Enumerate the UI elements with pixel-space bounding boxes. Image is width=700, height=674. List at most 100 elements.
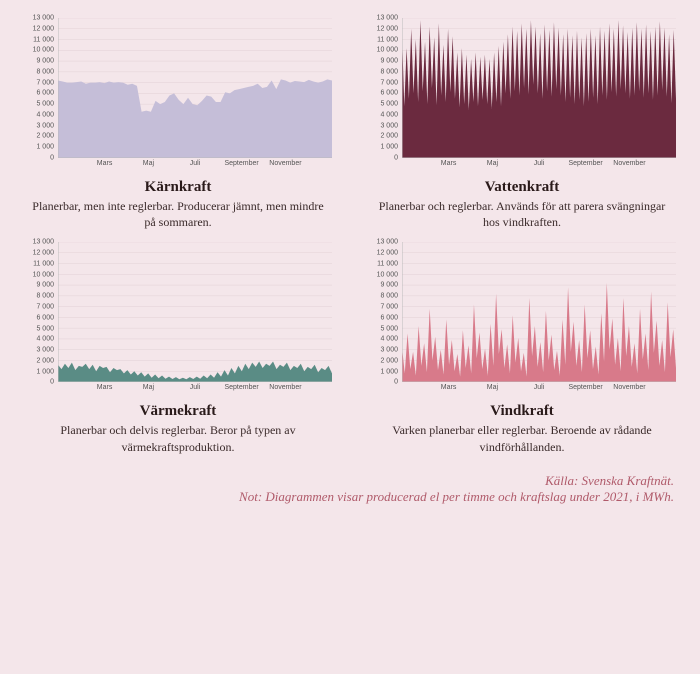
x-axis-labels: MarsMajJuliSeptemberNovember [58, 382, 332, 397]
x-tick-label: Juli [190, 384, 201, 391]
x-tick-label: November [269, 160, 301, 167]
y-tick-label: 10 000 [377, 271, 398, 278]
chart-title: Värmekraft [26, 403, 330, 420]
y-tick-label: 9 000 [36, 282, 54, 289]
y-tick-label: 13 000 [377, 15, 398, 22]
area-series [402, 20, 676, 158]
y-tick-label: 10 000 [33, 47, 54, 54]
y-tick-label: 1 000 [36, 144, 54, 151]
x-axis-labels: MarsMajJuliSeptemberNovember [402, 158, 676, 173]
y-tick-label: 3 000 [380, 347, 398, 354]
y-tick-label: 13 000 [377, 239, 398, 246]
x-tick-label: Mars [97, 384, 113, 391]
x-tick-label: September [224, 160, 258, 167]
y-tick-label: 7 000 [36, 79, 54, 86]
y-tick-label: 5 000 [36, 325, 54, 332]
chart-caption-varmekraft: VärmekraftPlanerbar och delvis reglerbar… [20, 403, 336, 454]
y-tick-label: 0 [50, 379, 54, 386]
y-tick-label: 6 000 [380, 314, 398, 321]
y-tick-label: 2 000 [36, 133, 54, 140]
x-tick-label: Juli [534, 160, 545, 167]
y-tick-label: 3 000 [36, 347, 54, 354]
chart-panel-karnkraft: 01 0002 0003 0004 0005 0006 0007 0008 00… [20, 18, 336, 230]
y-tick-label: 10 000 [33, 271, 54, 278]
y-tick-label: 1 000 [380, 368, 398, 375]
y-tick-label: 10 000 [377, 47, 398, 54]
chart-karnkraft: 01 0002 0003 0004 0005 0006 0007 0008 00… [20, 18, 336, 173]
y-tick-label: 9 000 [36, 58, 54, 65]
y-tick-label: 6 000 [380, 90, 398, 97]
y-axis-labels: 01 0002 0003 0004 0005 0006 0007 0008 00… [364, 18, 400, 158]
y-tick-label: 0 [50, 155, 54, 162]
y-tick-label: 4 000 [380, 336, 398, 343]
x-tick-label: Maj [487, 384, 498, 391]
area-series [402, 283, 676, 382]
y-tick-label: 2 000 [380, 357, 398, 364]
y-tick-label: 2 000 [36, 357, 54, 364]
x-tick-label: Maj [487, 160, 498, 167]
chart-panel-varmekraft: 01 0002 0003 0004 0005 0006 0007 0008 00… [20, 242, 336, 454]
y-tick-label: 12 000 [33, 250, 54, 257]
y-tick-label: 12 000 [377, 25, 398, 32]
x-tick-label: Maj [143, 384, 154, 391]
chart-panel-vindkraft: 01 0002 0003 0004 0005 0006 0007 0008 00… [364, 242, 680, 454]
y-tick-label: 5 000 [380, 325, 398, 332]
chart-title: Vattenkraft [370, 179, 674, 196]
x-tick-label: Mars [97, 160, 113, 167]
y-tick-label: 6 000 [36, 314, 54, 321]
y-tick-label: 11 000 [377, 36, 398, 43]
y-tick-label: 3 000 [36, 122, 54, 129]
chart-description: Planerbar och reglerbar. Används för att… [370, 198, 674, 230]
plot-area [58, 18, 332, 158]
chart-vattenkraft: 01 0002 0003 0004 0005 0006 0007 0008 00… [364, 18, 680, 173]
x-tick-label: November [613, 384, 645, 391]
y-tick-label: 0 [394, 155, 398, 162]
y-tick-label: 5 000 [36, 101, 54, 108]
x-tick-label: Juli [190, 160, 201, 167]
chart-title: Vindkraft [370, 403, 674, 420]
y-tick-label: 1 000 [380, 144, 398, 151]
y-axis-labels: 01 0002 0003 0004 0005 0006 0007 0008 00… [20, 242, 56, 382]
y-axis-labels: 01 0002 0003 0004 0005 0006 0007 0008 00… [364, 242, 400, 382]
plot-area [58, 242, 332, 382]
x-tick-label: November [613, 160, 645, 167]
y-tick-label: 8 000 [380, 293, 398, 300]
x-tick-label: Juli [534, 384, 545, 391]
y-tick-label: 5 000 [380, 101, 398, 108]
y-tick-label: 11 000 [33, 36, 54, 43]
y-tick-label: 1 000 [36, 368, 54, 375]
x-tick-label: September [568, 384, 602, 391]
note-text: Not: Diagrammen visar producerad el per … [20, 489, 674, 505]
x-tick-label: Mars [441, 384, 457, 391]
area-series [58, 79, 332, 158]
chart-title: Kärnkraft [26, 179, 330, 196]
plot-area [402, 18, 676, 158]
y-tick-label: 3 000 [380, 122, 398, 129]
plot-area [402, 242, 676, 382]
x-tick-label: Mars [441, 160, 457, 167]
figure-container: 0 1 000 2 000 3 000 4 000 5 000 6 000 7 000 8 00… [0, 0, 700, 515]
y-tick-label: 0 [394, 379, 398, 386]
y-tick-label: 12 000 [377, 250, 398, 257]
chart-varmekraft: 01 0002 0003 0004 0005 0006 0007 0008 00… [20, 242, 336, 397]
chart-caption-karnkraft: KärnkraftPlanerbar, men inte reglerbar. … [20, 179, 336, 230]
y-tick-label: 12 000 [33, 25, 54, 32]
y-tick-label: 9 000 [380, 58, 398, 65]
y-tick-label: 4 000 [36, 111, 54, 118]
y-tick-label: 6 000 [36, 90, 54, 97]
y-tick-label: 13 000 [33, 15, 54, 22]
x-tick-label: Maj [143, 160, 154, 167]
y-tick-label: 8 000 [36, 293, 54, 300]
area-series [58, 362, 332, 382]
chart-description: Varken planerbar eller reglerbar. Beroen… [370, 422, 674, 454]
chart-panel-vattenkraft: 01 0002 0003 0004 0005 0006 0007 0008 00… [364, 18, 680, 230]
y-tick-label: 7 000 [380, 79, 398, 86]
y-tick-label: 4 000 [36, 336, 54, 343]
y-tick-label: 4 000 [380, 111, 398, 118]
y-tick-label: 9 000 [380, 282, 398, 289]
y-tick-label: 13 000 [33, 239, 54, 246]
x-tick-label: September [224, 384, 258, 391]
x-axis-labels: Mars Maj Juli September November [402, 382, 676, 397]
chart-caption-vindkraft: Vindkraft Varken planerbar eller reglerba… [364, 403, 680, 454]
chart-grid: 0 1 000 2 000 3 000 4 000 5 000 6 000 7 000 8 00… [20, 18, 680, 455]
